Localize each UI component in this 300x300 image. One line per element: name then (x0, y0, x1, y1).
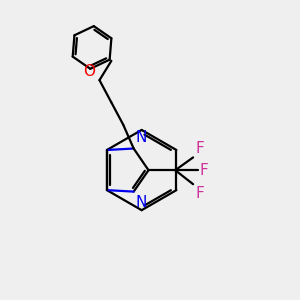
Text: N: N (135, 130, 146, 145)
Text: N: N (135, 195, 146, 210)
Text: F: F (196, 186, 204, 201)
Text: F: F (196, 141, 204, 156)
Text: F: F (200, 163, 209, 178)
Text: O: O (83, 64, 95, 79)
